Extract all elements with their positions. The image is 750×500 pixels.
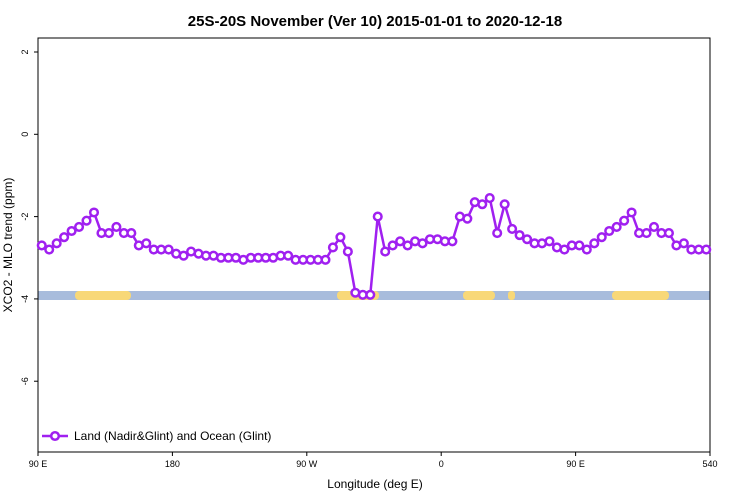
data-point bbox=[320, 254, 331, 265]
data-point bbox=[335, 232, 346, 243]
data-point bbox=[365, 289, 376, 300]
data-point bbox=[372, 211, 383, 222]
data-point bbox=[484, 193, 495, 204]
data-point bbox=[178, 250, 189, 261]
data-point bbox=[604, 225, 615, 237]
data-point bbox=[342, 246, 353, 257]
data-point bbox=[74, 221, 85, 232]
chart-title: 25S-20S November (Ver 10) 2015-01-01 to … bbox=[188, 13, 562, 30]
data-point bbox=[163, 244, 174, 255]
data-point bbox=[596, 232, 607, 243]
data-point bbox=[499, 199, 510, 210]
y-axis-label: XCO2 - MLO trend (ppm) bbox=[1, 178, 15, 313]
data-point bbox=[327, 242, 338, 253]
data-point bbox=[492, 228, 503, 239]
data-point bbox=[522, 234, 533, 245]
data-point bbox=[514, 230, 525, 241]
data-point bbox=[126, 228, 137, 239]
x-tick-label: 0 bbox=[439, 459, 444, 469]
y-tick-label: -2 bbox=[20, 213, 30, 221]
data-point bbox=[387, 240, 398, 251]
land-band bbox=[463, 291, 495, 300]
data-point bbox=[678, 238, 689, 249]
data-point bbox=[395, 236, 406, 247]
data-point bbox=[36, 240, 47, 251]
land-band bbox=[508, 291, 515, 300]
data-point bbox=[141, 238, 152, 249]
data-point bbox=[462, 213, 473, 224]
data-point bbox=[574, 240, 585, 251]
y-tick-label: 2 bbox=[20, 49, 30, 54]
data-point bbox=[611, 221, 622, 232]
x-axis-label: Longitude (deg E) bbox=[327, 477, 422, 491]
data-point bbox=[589, 238, 600, 249]
x-tick-label: 540 bbox=[702, 459, 717, 469]
data-point bbox=[417, 238, 428, 249]
data-point bbox=[477, 199, 488, 210]
x-tick-label: 90 E bbox=[29, 459, 48, 469]
data-point bbox=[619, 215, 630, 226]
data-point bbox=[283, 250, 294, 261]
data-point bbox=[447, 236, 458, 247]
data-point bbox=[402, 240, 413, 251]
data-point bbox=[88, 207, 100, 218]
x-tick-label: 90 W bbox=[296, 459, 318, 469]
data-point bbox=[111, 221, 122, 232]
data-point bbox=[59, 232, 70, 243]
data-point bbox=[581, 244, 592, 255]
x-tick-label: 180 bbox=[165, 459, 180, 469]
y-tick-label: -4 bbox=[20, 295, 30, 303]
legend-label: Land (Nadir&Glint) and Ocean (Glint) bbox=[74, 429, 271, 443]
data-point bbox=[380, 246, 391, 257]
data-point bbox=[66, 225, 77, 237]
data-point bbox=[544, 236, 555, 247]
data-point bbox=[626, 207, 637, 218]
data-point bbox=[103, 228, 114, 239]
data-point bbox=[701, 244, 712, 255]
land-band bbox=[75, 291, 131, 300]
data-point bbox=[81, 215, 92, 226]
y-tick-label: 0 bbox=[20, 132, 30, 137]
x-tick-label: 90 E bbox=[566, 459, 585, 469]
data-point bbox=[663, 228, 674, 239]
legend-marker bbox=[49, 430, 61, 442]
data-point bbox=[641, 228, 652, 239]
data-point bbox=[648, 221, 660, 232]
data-point bbox=[51, 238, 62, 249]
data-point bbox=[559, 244, 570, 255]
data-point bbox=[44, 244, 55, 255]
data-point bbox=[507, 223, 518, 235]
y-tick-label: -6 bbox=[20, 377, 30, 385]
land-band bbox=[612, 291, 669, 300]
